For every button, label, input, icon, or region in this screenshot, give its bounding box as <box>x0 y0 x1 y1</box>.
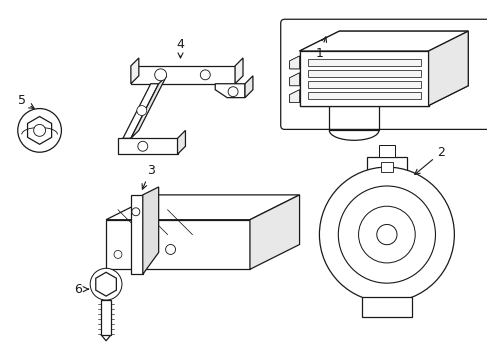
Polygon shape <box>142 187 158 274</box>
Polygon shape <box>289 56 299 69</box>
Polygon shape <box>249 195 299 269</box>
Polygon shape <box>289 56 299 69</box>
Polygon shape <box>131 58 139 84</box>
Polygon shape <box>307 92 420 99</box>
Bar <box>101 300 111 335</box>
Polygon shape <box>215 84 244 98</box>
Polygon shape <box>307 70 420 77</box>
Circle shape <box>34 125 45 136</box>
Circle shape <box>165 244 175 255</box>
Polygon shape <box>307 81 420 88</box>
Circle shape <box>376 224 396 245</box>
Polygon shape <box>378 145 394 157</box>
Polygon shape <box>177 130 185 154</box>
Polygon shape <box>307 81 420 88</box>
Polygon shape <box>106 195 299 220</box>
Polygon shape <box>299 31 468 51</box>
Polygon shape <box>131 76 166 138</box>
Circle shape <box>200 70 210 80</box>
Circle shape <box>154 69 166 81</box>
Polygon shape <box>299 31 468 51</box>
Circle shape <box>132 208 140 216</box>
Circle shape <box>138 141 147 151</box>
Bar <box>380 162 392 172</box>
Circle shape <box>228 87 238 96</box>
Polygon shape <box>289 90 299 103</box>
Polygon shape <box>96 272 116 296</box>
Circle shape <box>137 105 146 116</box>
Circle shape <box>319 167 453 302</box>
Polygon shape <box>366 157 406 172</box>
Text: 5: 5 <box>18 94 34 108</box>
Polygon shape <box>307 92 420 99</box>
Circle shape <box>358 206 414 263</box>
Polygon shape <box>299 51 427 105</box>
Circle shape <box>338 186 435 283</box>
Polygon shape <box>307 59 420 66</box>
Text: 3: 3 <box>142 163 154 189</box>
Polygon shape <box>131 66 235 84</box>
Polygon shape <box>307 70 420 77</box>
Polygon shape <box>427 31 468 105</box>
Polygon shape <box>361 297 411 317</box>
Text: 1: 1 <box>315 37 326 60</box>
Circle shape <box>114 251 122 258</box>
Polygon shape <box>289 90 299 103</box>
Polygon shape <box>27 117 52 144</box>
Polygon shape <box>289 73 299 86</box>
Circle shape <box>90 268 122 300</box>
Polygon shape <box>106 220 249 269</box>
Polygon shape <box>427 46 468 86</box>
Text: 2: 2 <box>414 146 445 175</box>
Polygon shape <box>235 58 243 84</box>
Text: 4: 4 <box>176 37 184 58</box>
Polygon shape <box>289 73 299 86</box>
Polygon shape <box>122 84 158 138</box>
Polygon shape <box>131 195 142 274</box>
Polygon shape <box>299 51 427 105</box>
Circle shape <box>18 109 61 152</box>
Polygon shape <box>427 31 468 105</box>
Polygon shape <box>118 138 177 154</box>
Text: 6: 6 <box>74 283 88 296</box>
Polygon shape <box>307 59 420 66</box>
FancyBboxPatch shape <box>280 19 488 129</box>
Polygon shape <box>244 76 252 98</box>
